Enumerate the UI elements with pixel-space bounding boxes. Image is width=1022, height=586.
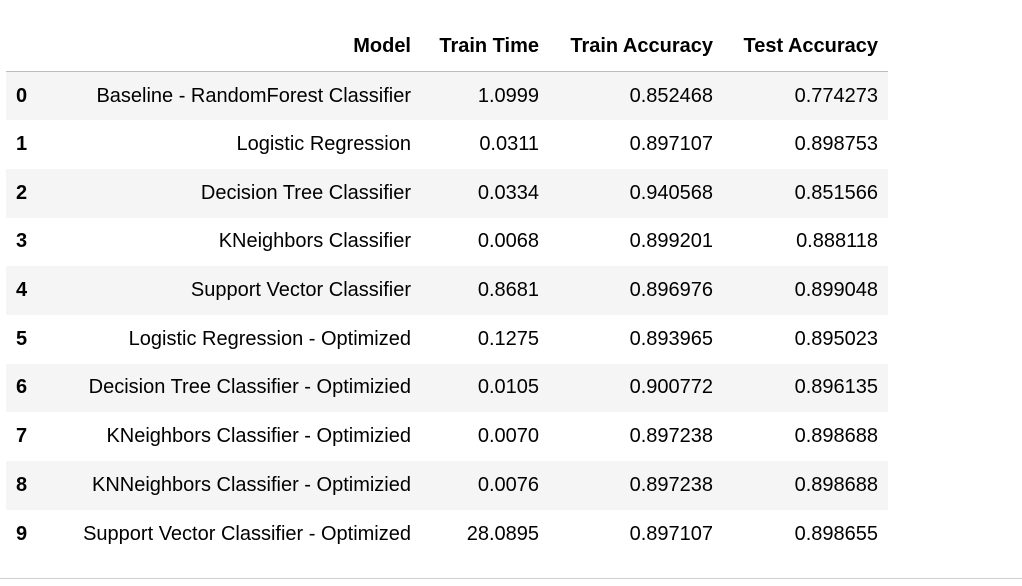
table-row: 1 Logistic Regression 0.0311 0.897107 0.8987… — [6, 120, 888, 169]
cell-test-accuracy: 0.898655 — [794, 522, 878, 545]
cell-test-accuracy: 0.774273 — [794, 84, 878, 107]
table-row: 5 Logistic Regression - Optimized 0.1275 0.… — [6, 315, 888, 364]
cell-train-accuracy: 0.897107 — [629, 133, 713, 156]
cell-train-time: 0.0068 — [477, 230, 539, 253]
index-header — [6, 22, 46, 72]
cell-train-time: 0.0076 — [477, 473, 539, 496]
row-index: 4 — [16, 279, 28, 302]
cell-model: Support Vector Classifier - Optimized — [83, 522, 411, 545]
results-table: Model Train Time Train Accuracy Test Acc… — [6, 22, 888, 558]
table-body: 0 Baseline - RandomForest Classifier 1.099… — [6, 71, 888, 559]
cell-test-accuracy: 0.899048 — [794, 279, 878, 302]
column-header-model: Model — [46, 22, 421, 72]
row-index: 6 — [16, 376, 28, 399]
cell-train-time: 0.0311 — [479, 133, 539, 156]
cell-model: Logistic Regression — [236, 133, 411, 156]
cell-train-accuracy: 0.897107 — [629, 522, 713, 545]
cell-train-time: 0.1275 — [477, 327, 539, 350]
cell-test-accuracy: 0.888118 — [796, 230, 878, 253]
row-index: 5 — [16, 327, 28, 350]
cell-test-accuracy: 0.898753 — [794, 133, 878, 156]
cell-train-time: 0.0334 — [477, 181, 539, 204]
row-index: 8 — [16, 473, 28, 496]
output-bottom-divider — [0, 578, 1022, 579]
cell-model: Decision Tree Classifier — [200, 181, 411, 204]
table-row: 9 Support Vector Classifier - Optimized 28… — [6, 510, 888, 559]
table-header: Model Train Time Train Accuracy Test Acc… — [6, 22, 888, 72]
table-row: 6 Decision Tree Classifier - Optimizied 0.… — [6, 363, 888, 413]
cell-train-time: 28.0895 — [466, 522, 539, 545]
column-header-test-accuracy: Test Accuracy — [723, 22, 888, 72]
cell-test-accuracy: 0.895023 — [794, 327, 878, 350]
cell-train-accuracy: 0.897238 — [629, 473, 713, 496]
cell-train-time: 0.0105 — [477, 376, 539, 399]
cell-train-time: 0.8681 — [477, 279, 539, 302]
cell-model: KNNeighbors Classifier - Optimizied — [92, 473, 411, 496]
cell-test-accuracy: 0.851566 — [794, 181, 878, 204]
table-row: 4 Support Vector Classifier 0.8681 0.896976… — [6, 266, 888, 315]
cell-model: KNeighbors Classifier - Optimizied — [106, 425, 411, 448]
cell-train-accuracy: 0.852468 — [629, 84, 713, 107]
row-index: 3 — [16, 230, 28, 253]
column-header-train-accuracy: Train Accuracy — [549, 22, 723, 72]
cell-train-accuracy: 0.897238 — [629, 425, 713, 448]
cell-train-time: 0.0070 — [477, 425, 539, 448]
cell-test-accuracy: 0.898688 — [794, 473, 878, 496]
cell-model: Logistic Regression - Optimized — [128, 327, 411, 350]
row-index: 9 — [16, 522, 28, 545]
cell-train-time: 1.0999 — [477, 84, 539, 107]
cell-train-accuracy: 0.899201 — [629, 230, 713, 253]
column-header-train-time: Train Time — [421, 22, 549, 72]
cell-test-accuracy: 0.898688 — [794, 425, 878, 448]
cell-model: Decision Tree Classifier - Optimizied — [88, 376, 411, 399]
dataframe-output: Model Train Time Train Accuracy Test Acc… — [6, 22, 888, 558]
cell-train-accuracy: 0.940568 — [629, 181, 713, 204]
header-row: Model Train Time Train Accuracy Test Acc… — [6, 22, 888, 72]
cell-train-accuracy: 0.900772 — [629, 376, 713, 399]
table-row: 7 KNeighbors Classifier - Optimizied 0.007… — [6, 412, 888, 461]
cell-model: Baseline - RandomForest Classifier — [96, 84, 411, 107]
table-row: 2 Decision Tree Classifier 0.0334 0.940568 0… — [6, 168, 888, 218]
row-index: 1 — [16, 133, 28, 156]
cell-model: KNeighbors Classifier — [218, 230, 411, 253]
cell-test-accuracy: 0.896135 — [794, 376, 878, 399]
row-index: 0 — [16, 84, 28, 107]
table-row: 3 KNeighbors Classifier 0.0068 0.899201 0.88… — [6, 218, 888, 267]
cell-model: Support Vector Classifier — [190, 279, 411, 302]
row-index: 2 — [16, 181, 28, 204]
table-row: 8 KNNeighbors Classifier - Optimizied 0.00… — [6, 461, 888, 510]
cell-train-accuracy: 0.896976 — [629, 279, 713, 302]
row-index: 7 — [16, 425, 28, 448]
table-row: 0 Baseline - RandomForest Classifier 1.099… — [6, 71, 888, 121]
cell-train-accuracy: 0.893965 — [629, 327, 713, 350]
